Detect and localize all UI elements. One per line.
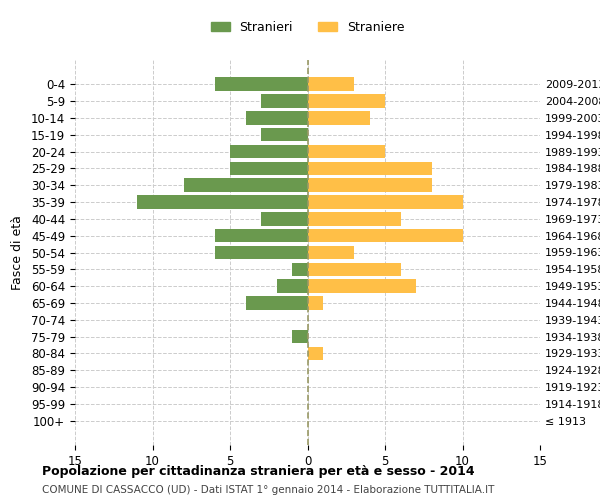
Bar (230, 162, 308, 175)
Bar (292, 330, 308, 344)
Text: COMUNE DI CASSACCO (UD) - Dati ISTAT 1° gennaio 2014 - Elaborazione TUTTITALIA.I: COMUNE DI CASSACCO (UD) - Dati ISTAT 1° … (42, 485, 494, 495)
Bar (245, 296, 308, 310)
Bar (277, 280, 308, 293)
Bar (261, 94, 308, 108)
Bar (261, 212, 308, 226)
Bar (308, 229, 463, 242)
Bar (308, 162, 431, 175)
Legend: Stranieri, Straniere: Stranieri, Straniere (206, 16, 409, 39)
Bar (308, 111, 370, 124)
Bar (308, 280, 416, 293)
Y-axis label: Fasce di età: Fasce di età (11, 215, 24, 290)
Bar (230, 145, 308, 158)
Bar (308, 145, 385, 158)
Bar (308, 94, 385, 108)
Bar (308, 346, 323, 360)
Bar (215, 229, 308, 242)
Bar (261, 128, 308, 141)
Bar (137, 196, 308, 209)
Bar (308, 212, 401, 226)
Bar (215, 78, 308, 91)
Bar (308, 246, 354, 259)
Bar (245, 111, 308, 124)
Bar (308, 78, 354, 91)
Bar (184, 178, 308, 192)
Bar (308, 262, 401, 276)
Bar (292, 262, 308, 276)
Bar (215, 246, 308, 259)
Bar (308, 196, 463, 209)
Bar (308, 178, 431, 192)
Text: Popolazione per cittadinanza straniera per età e sesso - 2014: Popolazione per cittadinanza straniera p… (42, 465, 475, 478)
Bar (308, 296, 323, 310)
